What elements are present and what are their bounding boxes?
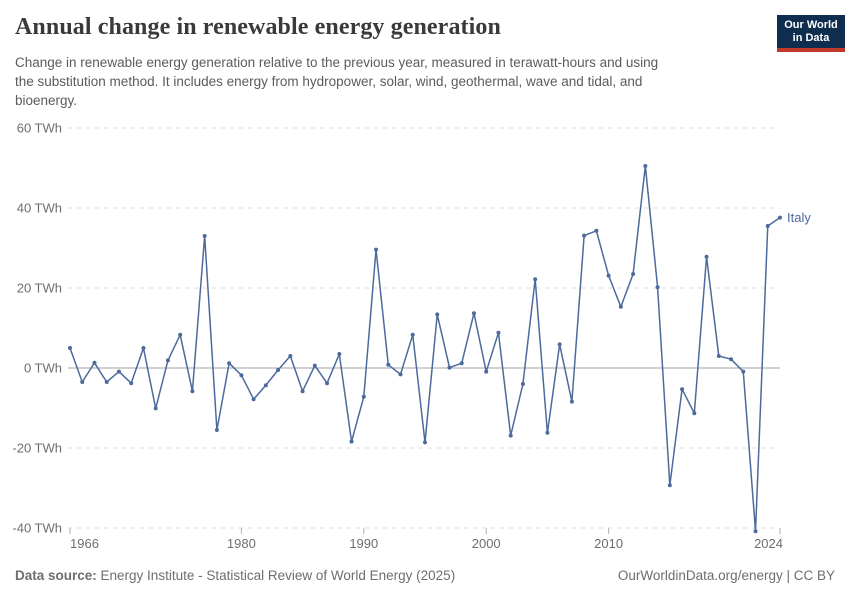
data-point (765, 224, 770, 228)
owid-logo-line2: in Data (792, 31, 830, 44)
owid-logo: Our World in Data (777, 15, 845, 52)
data-point (361, 394, 366, 399)
data-point (569, 399, 574, 404)
data-point (374, 247, 379, 252)
data-point (545, 430, 550, 435)
data-source: Data source: Energy Institute - Statisti… (15, 568, 455, 590)
line-chart[interactable]: 60 TWh 40 TWh 20 TWh 0 TWh -20 TWh -40 TWh 196… (0, 115, 850, 560)
data-point (423, 440, 427, 445)
chart-subtitle: Change in renewable energy generation re… (15, 53, 760, 110)
data-point (496, 330, 501, 335)
owid-logo-line1: Our World (784, 18, 838, 31)
data-point (202, 234, 207, 238)
data-point (386, 362, 391, 367)
x-axis-tick-label: 1990 (349, 536, 378, 551)
data-point (582, 233, 587, 238)
series-label-italy: Italy (787, 210, 811, 225)
data-point (729, 357, 734, 362)
data-point (141, 346, 146, 350)
x-axis-tick-label: 2010 (594, 536, 623, 551)
x-axis-tick-label: 2000 (472, 536, 501, 551)
data-point (349, 439, 354, 444)
data-point (263, 383, 268, 388)
data-point (520, 382, 525, 386)
data-point (447, 365, 452, 370)
page-title: Annual change in renewable energy genera… (15, 14, 501, 40)
chart-area: 60 TWh 40 TWh 20 TWh 0 TWh -20 TWh -40 TWh 196… (0, 115, 850, 560)
data-point (104, 380, 109, 384)
y-axis-tick-label: 0 TWh (24, 361, 62, 376)
data-point (190, 389, 195, 394)
subtitle-line: bioenergy. (15, 93, 78, 108)
data-point (594, 228, 599, 233)
data-point (325, 381, 330, 386)
data-point (288, 354, 293, 358)
data-point (631, 272, 636, 276)
data-point (533, 277, 538, 282)
x-axis-tick-label: 2024 (754, 536, 783, 551)
data-point (643, 164, 648, 168)
x-axis-tick-label: 1980 (227, 536, 256, 551)
data-source-text: Energy Institute - Statistical Review of… (96, 568, 456, 583)
data-point (410, 332, 415, 337)
data-point (471, 311, 476, 316)
site-credit-link[interactable]: OurWorldinData.org/energy | CC BY (617, 568, 835, 583)
data-point (692, 411, 697, 416)
subtitle-line: the substitution method. It includes ene… (15, 74, 643, 89)
data-point (337, 352, 342, 356)
x-axis-tick-label: 1966 (70, 536, 99, 551)
data-point (398, 372, 403, 377)
data-point (80, 380, 85, 384)
y-axis-tick-label: -20 TWh (12, 441, 62, 456)
data-point (68, 346, 72, 350)
data-point (129, 381, 134, 386)
data-point (557, 342, 562, 347)
data-point (716, 354, 721, 358)
data-line-italy (69, 165, 781, 532)
data-point (778, 215, 782, 220)
data-point (227, 361, 232, 366)
data-point (459, 361, 464, 366)
chart-footer: Data source: Energy Institute - Statisti… (15, 568, 835, 590)
data-point (618, 304, 623, 309)
data-point (435, 312, 440, 317)
owid-logo-box: Our World in Data (777, 15, 845, 48)
data-point (178, 332, 183, 337)
data-point (165, 358, 170, 363)
owid-logo-stripe (777, 48, 845, 52)
data-point (655, 285, 660, 290)
data-point (508, 433, 513, 438)
data-point (214, 428, 219, 432)
y-axis-tick-label: 40 TWh (17, 201, 62, 216)
data-point (276, 368, 281, 372)
data-point (92, 360, 97, 365)
data-point (116, 369, 121, 374)
data-point (312, 363, 317, 368)
data-point (741, 369, 746, 374)
data-point (484, 369, 489, 374)
data-point (251, 397, 256, 402)
data-source-label: Data source: (15, 568, 97, 583)
y-axis-tick-label: 60 TWh (17, 121, 62, 136)
data-point (239, 373, 244, 378)
data-point (153, 406, 158, 411)
data-point (704, 254, 709, 259)
y-axis-tick-label: 20 TWh (17, 281, 62, 296)
data-point (753, 529, 758, 534)
data-point (300, 389, 305, 394)
data-point (606, 273, 611, 278)
data-point (680, 387, 685, 392)
y-axis-tick-label: -40 TWh (12, 521, 62, 536)
data-point (667, 483, 672, 488)
subtitle-line: Change in renewable energy generation re… (15, 55, 659, 70)
